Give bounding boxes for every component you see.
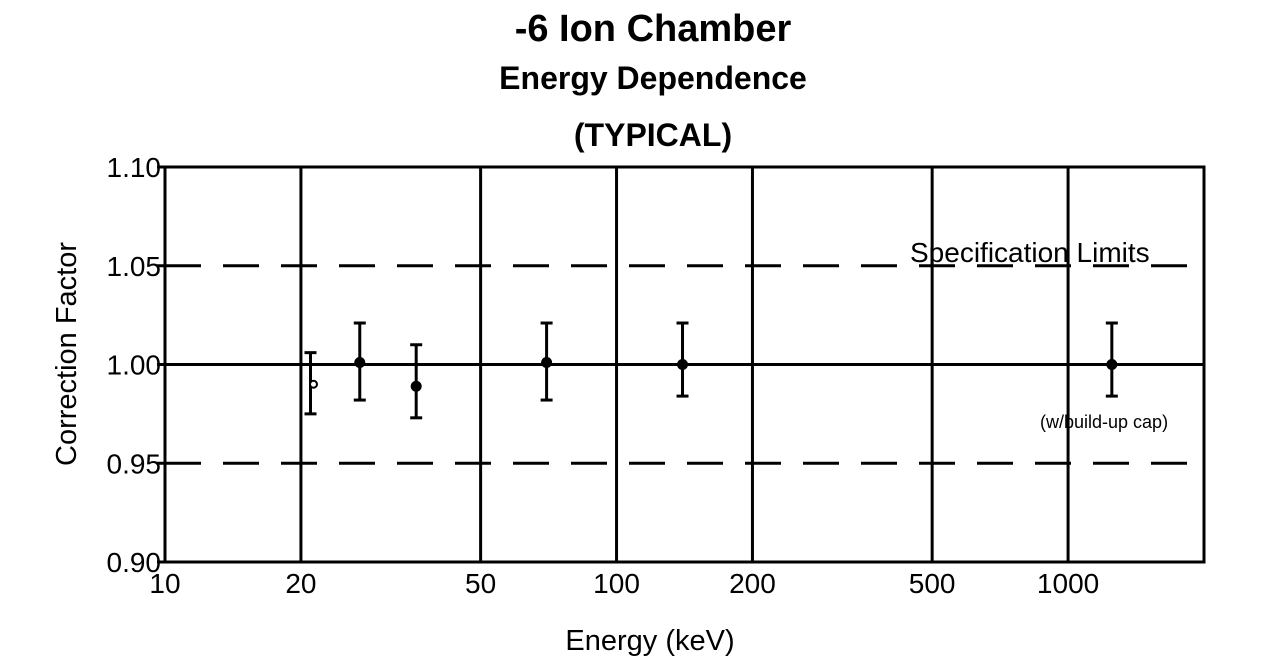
y-axis-label: Correction Factor <box>51 242 83 466</box>
x-tick-label: 100 <box>593 568 640 599</box>
y-tick-label: 0.95 <box>107 448 162 479</box>
data-point <box>353 321 366 402</box>
data-point <box>1105 321 1118 398</box>
x-tick-label: 1000 <box>1037 568 1099 599</box>
x-tick-label: 500 <box>909 568 956 599</box>
x-tick-label: 20 <box>285 568 316 599</box>
point-marker <box>541 357 553 369</box>
point-marker <box>354 357 366 369</box>
y-tick-label: 1.10 <box>107 152 162 183</box>
chart-subtitle-typical: (TYPICAL) <box>573 117 733 153</box>
data-point <box>540 321 553 402</box>
x-tick-label: 200 <box>729 568 776 599</box>
spec-limits-label: Specification Limits <box>910 237 1150 268</box>
point-marker <box>410 380 422 392</box>
y-tick-label: 0.90 <box>107 547 162 578</box>
chart-subtitle: Energy Dependence <box>499 60 807 96</box>
chart-title: -6 Ion Chamber <box>514 8 792 50</box>
y-tick-label: 1.05 <box>107 251 162 282</box>
plot-area-frame <box>163 165 1206 564</box>
x-axis-label: Energy (keV) <box>565 625 734 657</box>
x-tick-label: 10 <box>149 568 180 599</box>
y-tick-label: 1.00 <box>107 350 162 381</box>
data-point <box>410 343 423 420</box>
x-tick-label: 50 <box>465 568 496 599</box>
point-marker <box>677 359 689 370</box>
data-point <box>676 321 689 398</box>
point-marker <box>308 379 318 389</box>
point-marker <box>1106 359 1118 370</box>
build-up-cap-note: (w/build-up cap) <box>1040 412 1168 432</box>
data-point <box>304 351 318 416</box>
